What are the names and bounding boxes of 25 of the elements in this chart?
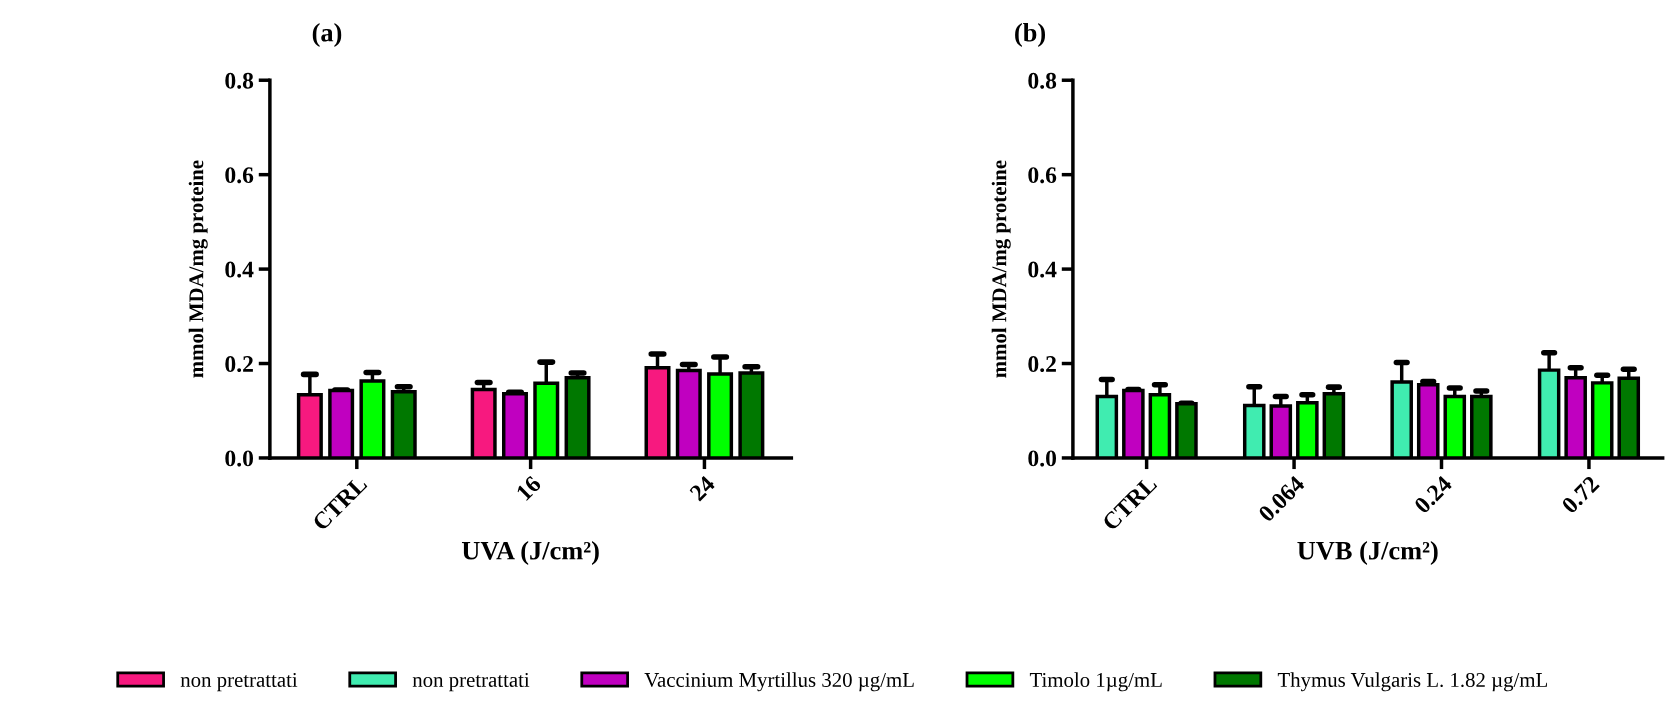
x-tick-label: 24 bbox=[688, 474, 716, 502]
x-tick-label: 0.72 bbox=[1560, 475, 1601, 515]
legend-label: Timolo 1µg/mL bbox=[1029, 672, 1162, 692]
x-tick-label: 0.24 bbox=[1413, 474, 1454, 515]
y-tick-label: 0.2 bbox=[1028, 356, 1056, 373]
y-tick-label: 0.4 bbox=[225, 261, 254, 278]
y-tick-label: 0.0 bbox=[1028, 450, 1057, 467]
y-axis-title: mmol MDA/mg proteine bbox=[188, 160, 208, 378]
legend-label: non pretrattati bbox=[412, 672, 530, 692]
y-axis-title: mmol MDA/mg proteine bbox=[991, 160, 1011, 378]
x-axis-title: UVB (J/cm²) bbox=[1297, 541, 1438, 565]
legend-label: Vaccinium Myrtillus 320 µg/mL bbox=[644, 672, 914, 692]
y-tick-label: 0.8 bbox=[1028, 72, 1057, 89]
y-tick-label: 0.8 bbox=[225, 72, 254, 89]
y-tick-label: 0.0 bbox=[225, 450, 254, 467]
x-axis-title: UVA (J/cm²) bbox=[461, 541, 599, 565]
chart-title: (a) bbox=[312, 23, 342, 47]
y-tick-label: 0.6 bbox=[1028, 167, 1057, 184]
legend-label: non pretrattati bbox=[180, 672, 298, 692]
chart-title: (b) bbox=[1015, 23, 1046, 47]
legend-label: Thymus Vulgaris L. 1.82 µg/mL bbox=[1277, 672, 1547, 692]
y-tick-label: 0.2 bbox=[225, 356, 253, 373]
y-tick-label: 0.6 bbox=[225, 167, 254, 184]
y-tick-label: 0.4 bbox=[1028, 261, 1057, 278]
x-tick-label: 16 bbox=[515, 474, 542, 502]
